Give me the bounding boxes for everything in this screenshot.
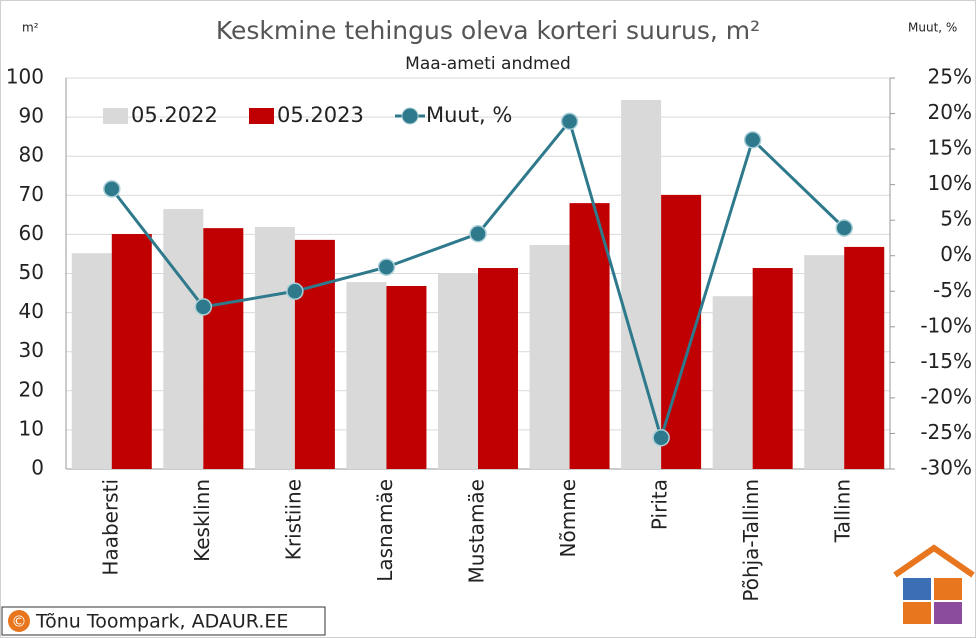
y-tick-label: 60 — [19, 221, 44, 245]
marker — [377, 258, 396, 276]
logo-piece — [934, 578, 962, 600]
y2-tick-label: -30% — [920, 456, 972, 480]
x-tick-label: Lasnamäe — [373, 479, 397, 582]
y2-axis-label: Muut, % — [908, 21, 957, 35]
y-tick-label: 20 — [19, 377, 44, 401]
y-tick-label: 10 — [19, 416, 44, 440]
legend-label: 05.2023 — [277, 103, 364, 127]
y2-tick-label: 15% — [928, 136, 972, 160]
y2-tick-label: -10% — [920, 313, 972, 337]
bar — [569, 203, 610, 469]
bar — [163, 208, 204, 470]
credit-box — [1, 606, 326, 636]
y2-tick-label: -5% — [933, 278, 972, 302]
x-tick-label: Mustamäe — [465, 479, 489, 584]
y-tick-label: 90 — [19, 104, 44, 128]
y-tick-label: 50 — [19, 260, 44, 284]
marker — [560, 112, 579, 131]
logo-piece — [903, 602, 931, 624]
marker — [652, 428, 670, 447]
bar — [386, 286, 427, 469]
y2-tick-label: 5% — [940, 207, 972, 231]
marker — [469, 224, 487, 243]
x-tick-label: Pirita — [648, 479, 672, 530]
credit-badge — [8, 610, 30, 632]
logo-roof — [893, 544, 975, 578]
marker — [835, 219, 853, 237]
bar — [804, 255, 845, 469]
legend-label: Muut, % — [426, 103, 512, 127]
marker — [103, 180, 121, 198]
credit-symbol: © — [12, 613, 27, 631]
bar — [529, 244, 570, 469]
bar — [111, 234, 152, 469]
y2-tick-label: -25% — [920, 420, 972, 444]
y-tick-label: 40 — [19, 299, 44, 323]
logo — [893, 544, 975, 624]
marker — [743, 131, 762, 149]
bar — [438, 273, 478, 469]
y-axis-label: m² — [22, 21, 39, 35]
y2-tick-label: -15% — [920, 349, 972, 373]
legend-marker — [401, 107, 419, 125]
logo-piece — [903, 578, 931, 600]
legend-label: 05.2022 — [131, 103, 218, 127]
x-tick-label: Haabersti — [98, 479, 122, 576]
bar — [294, 239, 335, 469]
y-tick-label: 30 — [19, 338, 44, 362]
credit: © Tõnu Toompark, ADAUR.EE — [1, 606, 326, 636]
x-tick-label: Põhja-Tallinn — [739, 479, 763, 602]
legend-swatch — [249, 108, 274, 124]
bar — [203, 228, 244, 469]
y2-tick-label: 25% — [928, 65, 972, 89]
x-tick-label: Kristiine — [281, 479, 305, 560]
y2-tick-label: 10% — [928, 171, 972, 195]
credit-text: Tõnu Toompark, ADAUR.EE — [35, 611, 288, 633]
bar — [346, 282, 387, 469]
chart-subtitle: Maa-ameti andmed — [405, 54, 571, 74]
marker — [286, 282, 304, 301]
y2-tick-label: -20% — [920, 384, 972, 408]
y-tick-label: 70 — [19, 182, 44, 206]
chart-title: Keskmine tehingus oleva korteri suurus, … — [216, 16, 760, 45]
y2-tick-label: 20% — [928, 100, 972, 124]
y2-tick-label: 0% — [940, 242, 972, 266]
bar — [621, 99, 662, 469]
bar — [254, 226, 295, 469]
bar — [71, 253, 112, 469]
bar — [752, 268, 793, 469]
y-tick-label: 100 — [6, 65, 44, 89]
bar — [844, 246, 885, 469]
y-tick-label: 0 — [31, 456, 44, 480]
logo-piece — [934, 602, 962, 624]
x-tick-label: Tallinn — [831, 479, 855, 543]
marker — [194, 298, 213, 316]
x-tick-label: Nõmme — [556, 479, 580, 557]
bar — [478, 268, 518, 469]
x-tick-label: Kesklinn — [190, 479, 214, 562]
y-tick-label: 80 — [19, 143, 44, 167]
bar — [712, 296, 753, 469]
legend-swatch — [103, 108, 128, 124]
